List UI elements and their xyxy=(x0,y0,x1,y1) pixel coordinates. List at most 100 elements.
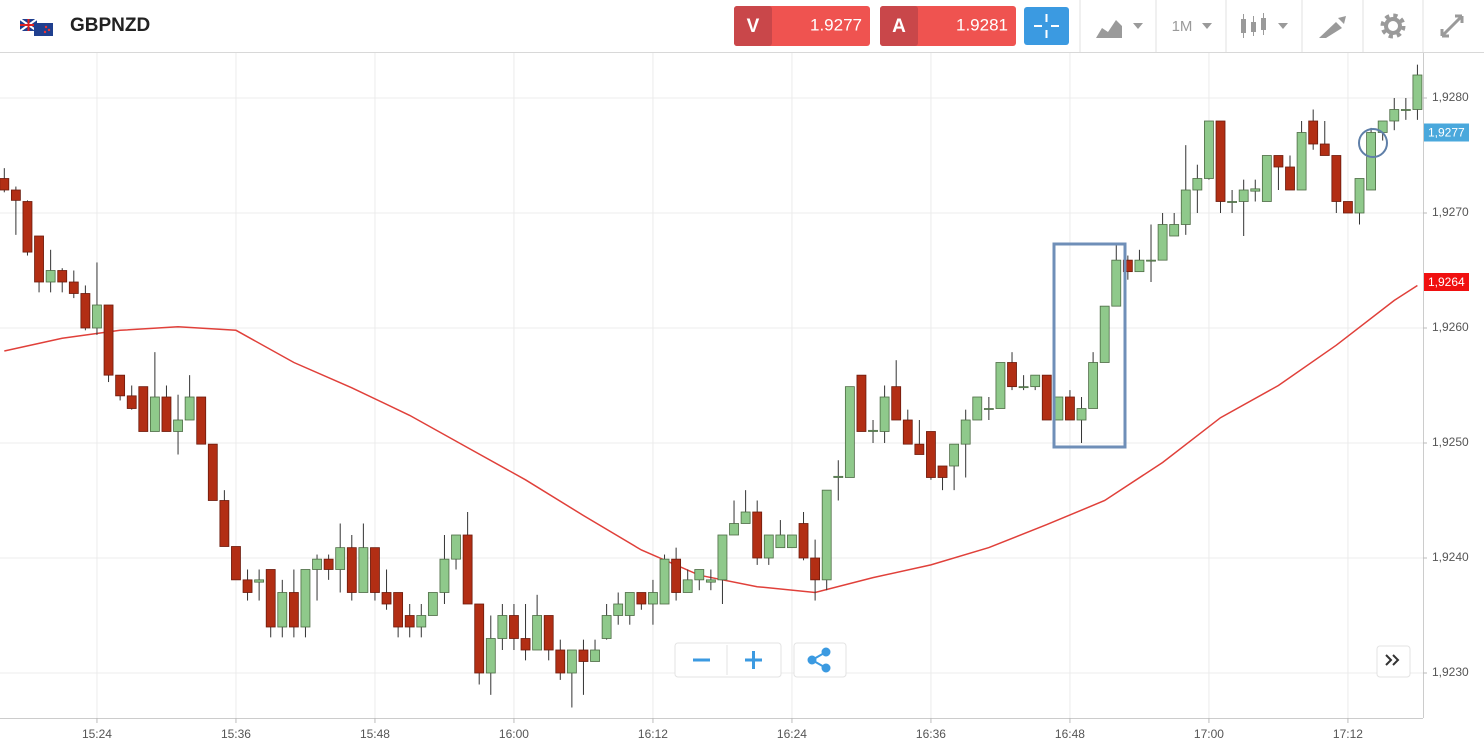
candles-icon[interactable] xyxy=(1241,13,1266,38)
candle-body xyxy=(138,386,149,432)
candle-body xyxy=(1099,305,1110,363)
candle-body xyxy=(624,592,635,616)
moving-average xyxy=(4,284,1418,594)
candle-body xyxy=(184,396,195,421)
draw-icon[interactable] xyxy=(1319,16,1346,38)
settings-icon[interactable] xyxy=(1380,13,1406,39)
flag-icon xyxy=(19,18,53,36)
candle-body xyxy=(242,579,253,593)
x-tick-label: 16:48 xyxy=(1055,727,1085,741)
fullscreen-icon[interactable] xyxy=(1440,14,1464,38)
candle-body xyxy=(1366,132,1376,191)
candle-body xyxy=(648,592,658,605)
highlight-circle xyxy=(1358,128,1388,158)
candle-body xyxy=(115,374,126,397)
candle-body xyxy=(300,569,311,628)
crosshair-icon xyxy=(1034,14,1059,38)
candle-body xyxy=(370,547,380,593)
candle-body xyxy=(1412,74,1423,110)
candle-body xyxy=(926,431,936,478)
candle-body xyxy=(601,615,612,639)
scroll-right-button[interactable] xyxy=(1376,645,1411,678)
candle-body xyxy=(173,419,183,432)
candle-body xyxy=(810,557,821,581)
candle-body xyxy=(1354,178,1365,214)
zoom-buttons[interactable] xyxy=(674,642,782,678)
candle-body xyxy=(798,523,809,559)
candle-body xyxy=(1169,224,1180,237)
candle-body xyxy=(566,649,577,674)
candle-body xyxy=(1227,201,1237,203)
candle-body xyxy=(1076,408,1087,421)
sell-tag xyxy=(734,6,772,46)
candle-body xyxy=(914,443,925,455)
crosshair-button[interactable] xyxy=(1024,7,1069,45)
candle-body xyxy=(590,649,600,662)
candle-body xyxy=(22,201,33,253)
candle-body xyxy=(520,638,531,651)
y-tick-label: 1,9280 xyxy=(1432,90,1469,104)
candle-body xyxy=(578,649,589,662)
candle-body xyxy=(705,579,716,583)
candle-body xyxy=(219,500,230,547)
chart-type-icon[interactable] xyxy=(1096,20,1122,38)
x-tick-label: 16:12 xyxy=(638,727,668,741)
candle-body xyxy=(729,523,739,536)
buy-tag xyxy=(880,6,918,46)
candle-body xyxy=(1088,362,1099,409)
candle-body xyxy=(161,396,172,432)
candle-body xyxy=(972,396,983,421)
candle-body xyxy=(868,429,878,432)
candle-body xyxy=(149,396,160,432)
dropdown-icon xyxy=(1133,23,1143,29)
chevron-icon xyxy=(1385,654,1400,666)
candle-body xyxy=(462,534,473,605)
candle-body xyxy=(1204,120,1214,179)
candle-body xyxy=(497,615,508,639)
x-tick-label: 16:24 xyxy=(777,727,807,741)
candle-body xyxy=(1180,189,1191,225)
candle-body xyxy=(1343,201,1353,214)
candle-body xyxy=(775,534,786,549)
x-tick-label: 17:00 xyxy=(1194,727,1224,741)
candle-body xyxy=(0,178,10,191)
candle-body xyxy=(1134,259,1145,273)
sell-label: V xyxy=(747,16,760,37)
candle-body xyxy=(312,558,322,570)
candle-body xyxy=(1285,166,1295,191)
candle-body xyxy=(1007,362,1017,388)
candle-body xyxy=(833,475,844,478)
candle-body xyxy=(613,603,624,616)
timeframe[interactable]: 1M xyxy=(1172,18,1193,35)
candle-body xyxy=(1261,155,1272,202)
candle-body xyxy=(335,547,346,570)
candle-body xyxy=(1146,259,1156,262)
candle-body xyxy=(949,443,960,467)
candle-body xyxy=(92,304,102,329)
candle-body xyxy=(80,293,91,329)
candle-body xyxy=(1111,259,1122,307)
candle-body xyxy=(346,547,357,593)
candle-body xyxy=(57,270,68,283)
candle-body xyxy=(1122,259,1133,273)
candle-body xyxy=(694,569,705,581)
candle-body xyxy=(1331,155,1342,202)
x-tick-label: 16:36 xyxy=(916,727,946,741)
share-button[interactable] xyxy=(793,642,847,678)
candle-body xyxy=(937,465,948,478)
price-tag-label: 1,9264 xyxy=(1428,275,1465,289)
dropdown-icon xyxy=(1278,23,1288,29)
candle-body xyxy=(10,189,21,201)
candle-body xyxy=(856,374,867,432)
candle-body xyxy=(891,386,902,421)
candle-body xyxy=(68,281,79,294)
y-tick-label: 1,9230 xyxy=(1432,665,1469,679)
candle-body xyxy=(207,443,218,501)
toolbar: GBPNZD V 1.9277 A 1.9281 1M xyxy=(0,0,1484,53)
candle-body xyxy=(1041,374,1052,421)
candle-body xyxy=(427,592,438,616)
candle-body xyxy=(1319,143,1330,156)
candle-body xyxy=(879,396,890,432)
